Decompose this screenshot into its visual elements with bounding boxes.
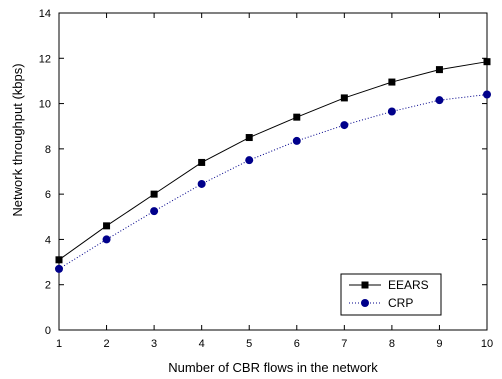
- data-point-crp: [102, 235, 111, 244]
- y-tick-label: 14: [39, 8, 51, 20]
- data-point-eears: [198, 158, 206, 166]
- series-line-eears: [58, 61, 488, 261]
- data-point-crp: [387, 107, 396, 116]
- data-point-crp: [340, 121, 349, 130]
- data-point-crp: [245, 156, 254, 165]
- data-point-eears: [388, 78, 396, 86]
- data-point-eears: [103, 222, 111, 230]
- data-point-eears: [435, 66, 443, 74]
- legend-marker-eears: [361, 281, 369, 289]
- legend-box: [340, 273, 442, 316]
- x-axis-title: Number of CBR flows in the network: [168, 360, 378, 375]
- x-tick-label: 5: [246, 338, 252, 350]
- x-tick-label: 9: [436, 338, 442, 350]
- data-point-crp: [197, 179, 206, 188]
- y-tick-label: 10: [39, 99, 51, 111]
- data-point-eears: [55, 256, 63, 264]
- data-point-eears: [245, 134, 253, 142]
- data-point-eears: [293, 113, 301, 121]
- x-tick-label: 4: [199, 338, 205, 350]
- data-point-crp: [435, 96, 444, 105]
- y-tick-label: 0: [45, 325, 51, 337]
- legend: EEARS CRP: [340, 273, 442, 316]
- data-point-crp: [55, 264, 63, 273]
- x-tick-label: 2: [103, 338, 109, 350]
- y-tick-label: 2: [45, 280, 51, 292]
- legend-item-eears: EEARS: [349, 278, 429, 292]
- legend-marker-crp: [361, 299, 369, 307]
- data-point-crp: [483, 90, 491, 99]
- data-point-eears: [483, 58, 491, 66]
- x-tick-label: 7: [341, 338, 347, 350]
- x-tick-label: 8: [389, 338, 395, 350]
- y-axis-title: Network throughput (kbps): [10, 63, 25, 216]
- x-tick-label: 6: [294, 338, 300, 350]
- x-tick-label: 3: [151, 338, 157, 350]
- legend-label-crp: CRP: [388, 296, 413, 310]
- data-point-eears: [150, 190, 158, 198]
- series-layer: [55, 58, 491, 273]
- data-point-eears: [340, 94, 348, 102]
- y-tick-label: 4: [45, 234, 51, 246]
- data-point-crp: [292, 136, 301, 145]
- y-tick-label: 8: [45, 144, 51, 156]
- legend-label-eears: EEARS: [388, 278, 429, 292]
- y-tick-label: 12: [39, 53, 51, 65]
- y-tick-label: 6: [45, 189, 51, 201]
- data-point-crp: [150, 207, 159, 216]
- legend-item-crp: CRP: [349, 296, 413, 310]
- x-tick-label: 1: [56, 338, 62, 350]
- x-tick-label: 10: [481, 338, 493, 350]
